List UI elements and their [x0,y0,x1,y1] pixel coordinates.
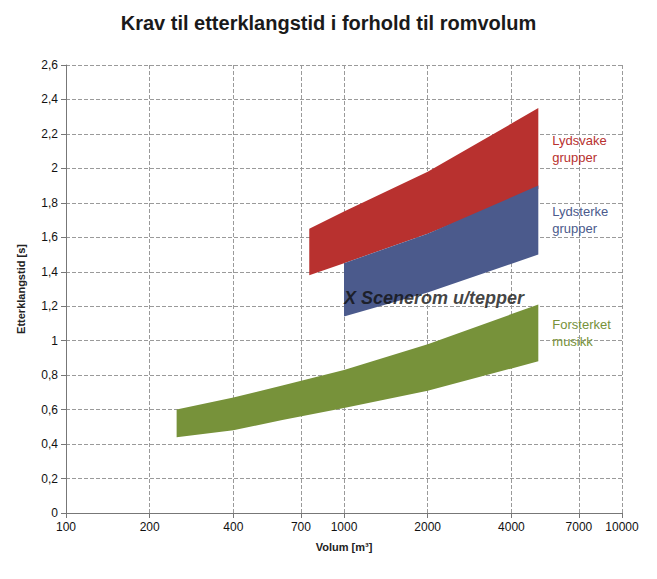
svg-text:2,2: 2,2 [41,127,58,141]
svg-text:0,2: 0,2 [41,472,58,486]
svg-text:Forsterket: Forsterket [552,317,614,332]
svg-text:2,6: 2,6 [41,58,58,72]
svg-text:200: 200 [140,520,160,534]
svg-text:2: 2 [51,161,58,175]
svg-text:1: 1 [51,334,58,348]
svg-text:musikk: musikk [552,334,593,349]
svg-text:grupper: grupper [552,221,597,236]
svg-text:700: 700 [291,520,311,534]
svg-text:0,4: 0,4 [41,437,58,451]
svg-text:1,6: 1,6 [41,230,58,244]
svg-text:400: 400 [223,520,243,534]
svg-text:Etterklangstid [s]: Etterklangstid [s] [15,244,27,334]
svg-text:0: 0 [51,506,58,520]
svg-text:Lydsvake: Lydsvake [552,133,610,148]
svg-text:7000: 7000 [566,520,593,534]
svg-text:4000: 4000 [498,520,525,534]
svg-text:X Scenerom u/tepper: X Scenerom u/tepper [343,288,525,308]
svg-text:1000: 1000 [331,520,358,534]
svg-text:2,4: 2,4 [41,92,58,106]
svg-text:0,8: 0,8 [41,368,58,382]
svg-text:0,6: 0,6 [41,403,58,417]
svg-text:100: 100 [56,520,76,534]
svg-text:10000: 10000 [605,520,639,534]
svg-text:1,2: 1,2 [41,299,58,313]
svg-text:1,4: 1,4 [41,265,58,279]
svg-text:2000: 2000 [414,520,441,534]
svg-text:Volum [m³]: Volum [m³] [316,541,373,553]
svg-text:Lydsterke: Lydsterke [552,204,612,219]
svg-text:1,8: 1,8 [41,196,58,210]
svg-text:grupper: grupper [552,150,597,165]
svg-text:Krav til etterklangstid i forh: Krav til etterklangstid i forhold til ro… [121,12,537,34]
